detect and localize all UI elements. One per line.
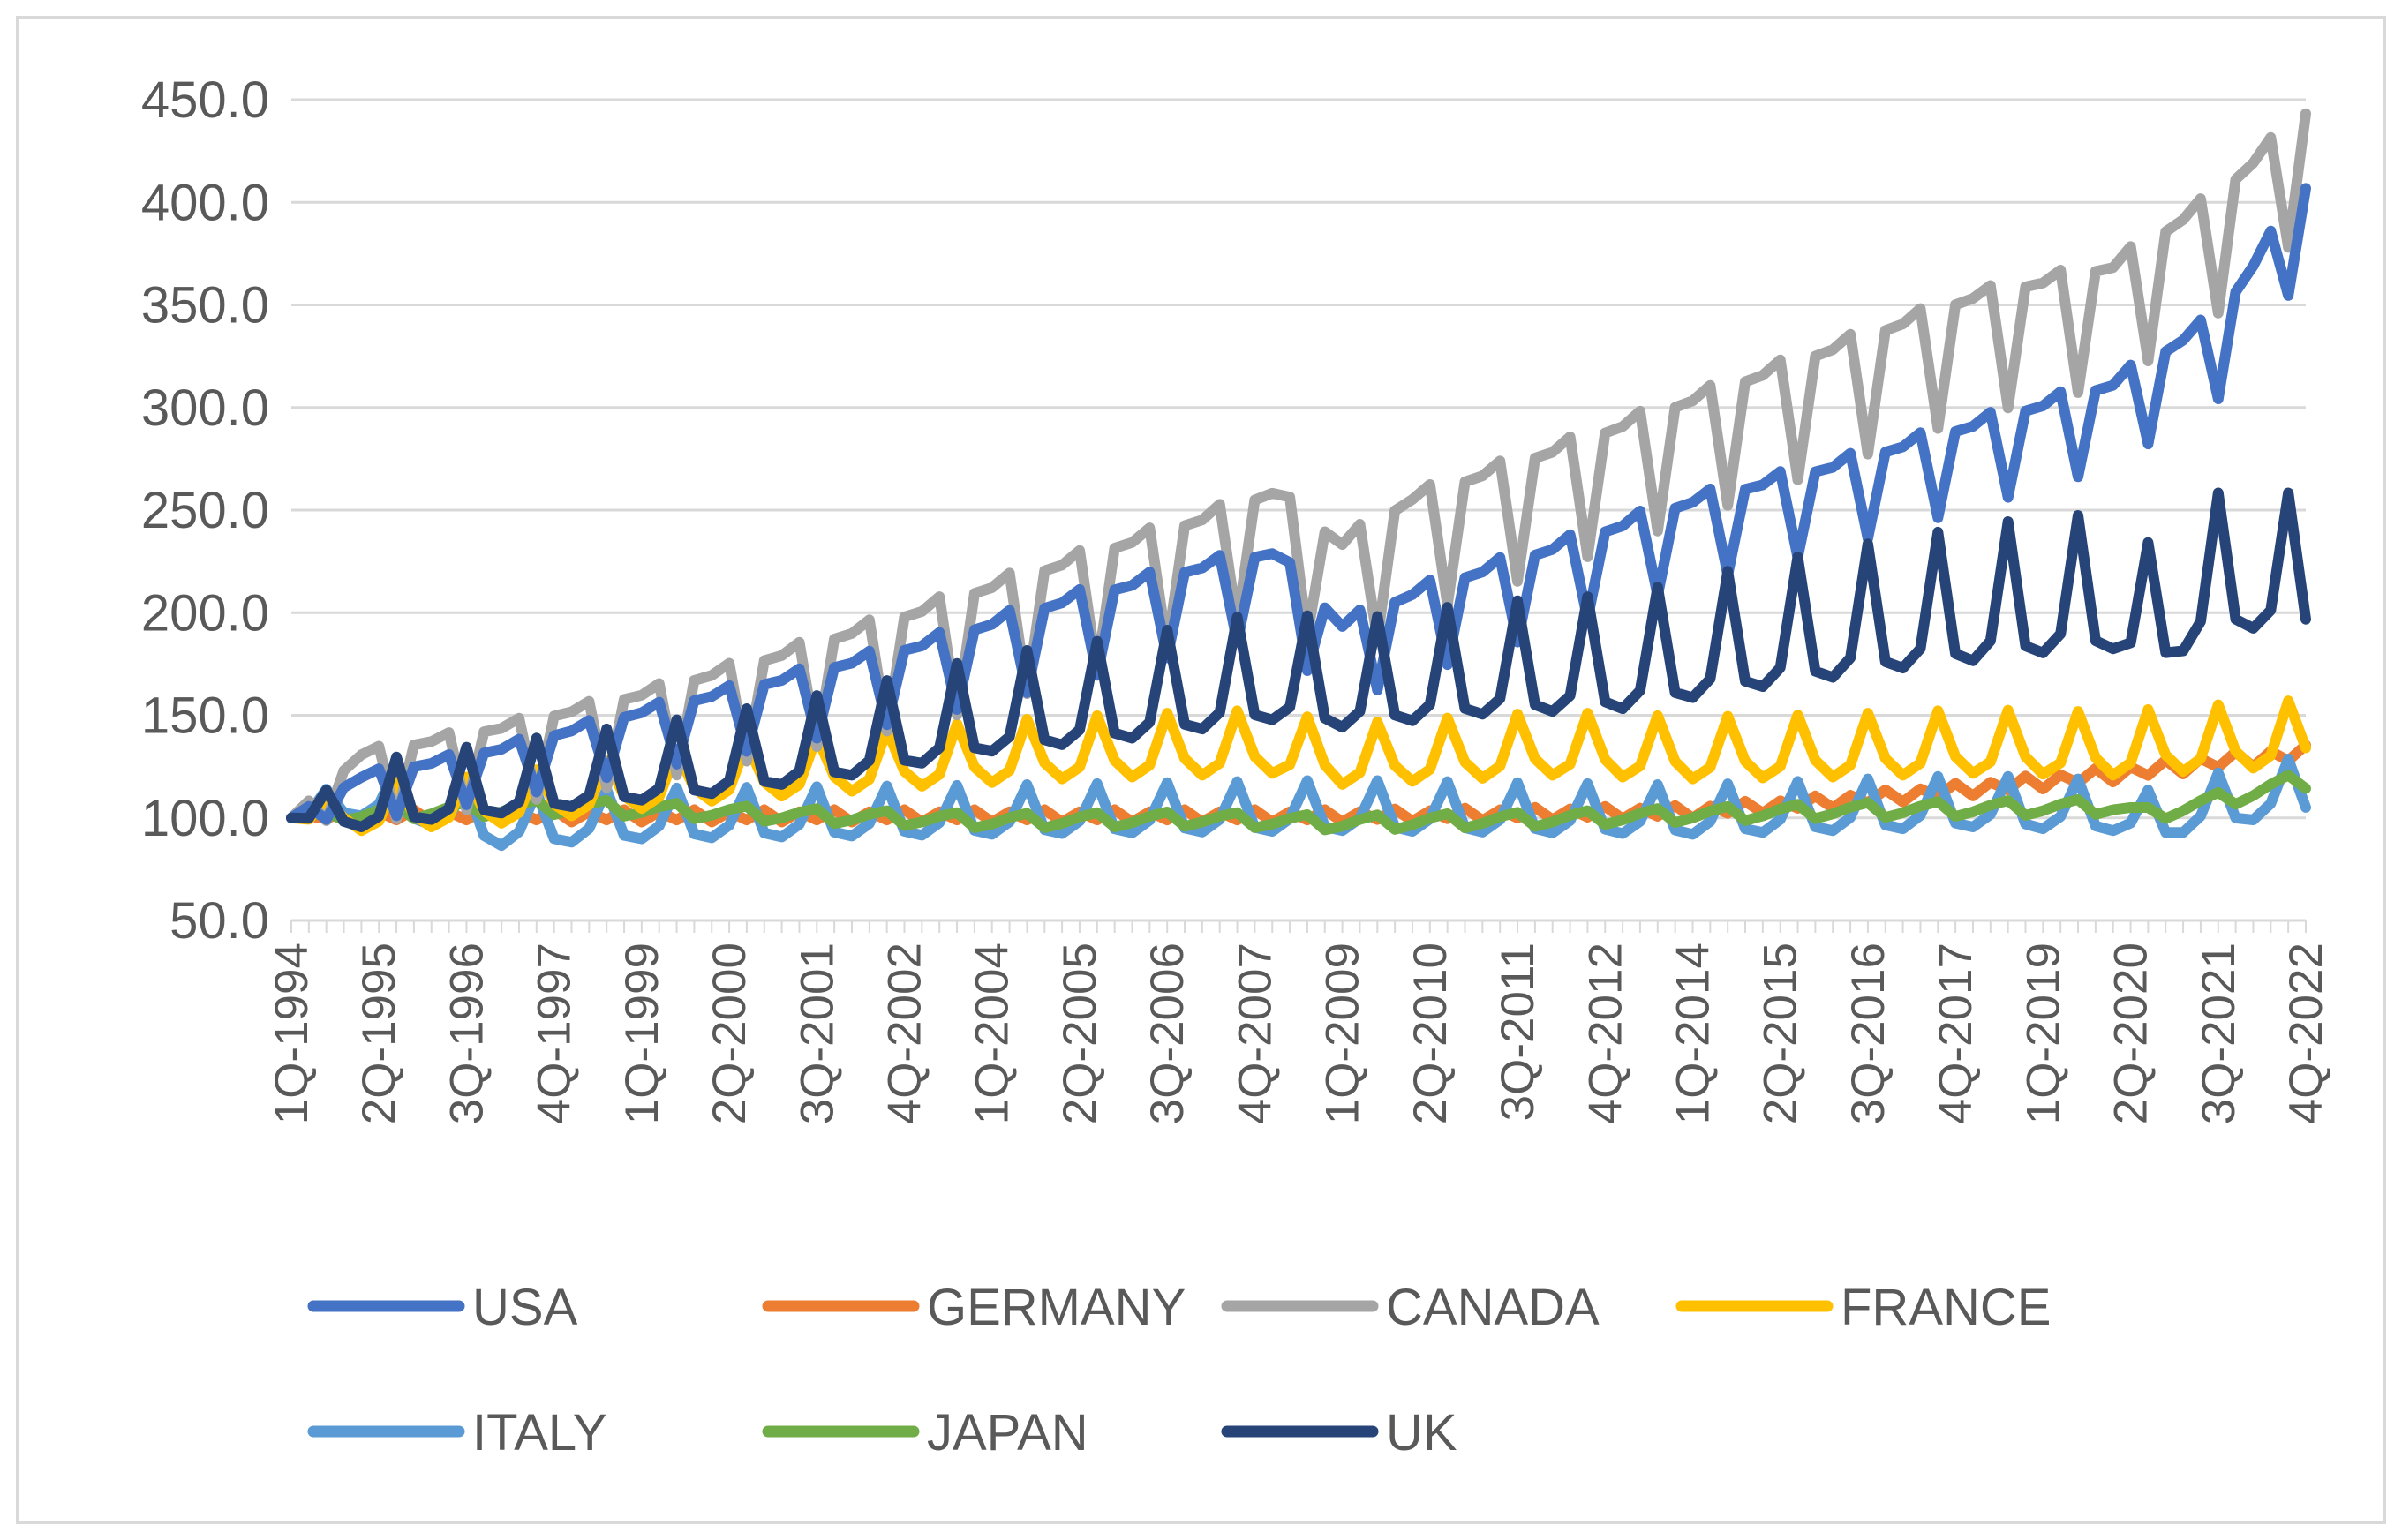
legend-item-france: FRANCE bbox=[1675, 1279, 2051, 1336]
x-tick-label: 4Q-2022 bbox=[2280, 943, 2332, 1124]
x-tick-label: 2Q-2015 bbox=[1755, 943, 1807, 1124]
x-tick-label: 1Q-2014 bbox=[1667, 943, 1719, 1124]
legend-item-uk: UK bbox=[1221, 1404, 1457, 1461]
x-tick-label: 3Q-2011 bbox=[1492, 943, 1544, 1121]
series-line-italy bbox=[286, 754, 2311, 852]
y-tick-label: 450.0 bbox=[141, 71, 269, 129]
x-tick-label: 2Q-2005 bbox=[1054, 943, 1106, 1124]
x-axis-ticks: 1Q-1994 2Q-1995 3Q-1996 4Q-1997 1Q-1999 2Q-20… bbox=[266, 919, 2332, 1124]
y-tick-label: 250.0 bbox=[141, 482, 269, 539]
series-line-japan bbox=[286, 770, 2311, 836]
legend-label: ITALY bbox=[472, 1404, 607, 1461]
x-tick-label: 3Q-2006 bbox=[1141, 943, 1193, 1124]
x-tick-label: 4Q-2017 bbox=[1930, 943, 1982, 1124]
y-tick-label: 100.0 bbox=[141, 790, 269, 847]
legend-item-italy: ITALY bbox=[307, 1404, 607, 1461]
x-tick-label: 1Q-2004 bbox=[967, 943, 1019, 1124]
y-tick-label: 300.0 bbox=[141, 379, 269, 437]
x-tick-label: 3Q-1996 bbox=[440, 943, 493, 1124]
x-tick-label: 1Q-1994 bbox=[266, 943, 318, 1124]
x-tick-label: 4Q-1997 bbox=[529, 943, 581, 1124]
x-tick-label: 2Q-2010 bbox=[1404, 943, 1457, 1124]
x-tick-label: 2Q-2000 bbox=[704, 943, 756, 1124]
legend-label: CANADA bbox=[1386, 1279, 1600, 1336]
x-tick-label: 3Q-2001 bbox=[791, 943, 843, 1124]
x-tick-label: 3Q-2021 bbox=[2193, 943, 2245, 1124]
series-line-uk bbox=[286, 487, 2311, 832]
legend-label: FRANCE bbox=[1841, 1279, 2051, 1336]
legend-item-usa: USA bbox=[307, 1279, 578, 1336]
x-tick-label: 1Q-1999 bbox=[616, 943, 668, 1124]
x-tick-label: 1Q-2009 bbox=[1317, 943, 1369, 1124]
legend-item-germany: GERMANY bbox=[762, 1279, 1186, 1336]
legend: USA GERMANY CANADA FRANCE ITALY JAPAN UK bbox=[307, 1279, 2051, 1461]
x-tick-label: 3Q-2016 bbox=[1842, 943, 1894, 1124]
x-tick-label: 1Q-2019 bbox=[2017, 943, 2069, 1124]
legend-label: UK bbox=[1386, 1404, 1457, 1461]
y-tick-label: 350.0 bbox=[141, 277, 269, 334]
y-tick-label: 200.0 bbox=[141, 584, 269, 642]
legend-label: USA bbox=[472, 1279, 578, 1336]
y-axis-ticks: 50.0 100.0 150.0 200.0 250.0 300.0 350.0 400.0 4… bbox=[141, 71, 269, 950]
legend-label: GERMANY bbox=[927, 1279, 1186, 1336]
series-lines bbox=[286, 108, 2311, 852]
y-tick-label: 150.0 bbox=[141, 687, 269, 745]
legend-item-canada: CANADA bbox=[1221, 1279, 1600, 1336]
legend-label: JAPAN bbox=[927, 1404, 1088, 1461]
x-tick-label: 2Q-2020 bbox=[2105, 943, 2157, 1124]
x-tick-label: 4Q-2007 bbox=[1229, 943, 1281, 1124]
series-uk bbox=[286, 487, 2311, 832]
x-tick-label: 4Q-2002 bbox=[879, 943, 931, 1124]
legend-item-japan: JAPAN bbox=[762, 1404, 1088, 1461]
y-tick-label: 400.0 bbox=[141, 174, 269, 231]
series-line-canada bbox=[286, 108, 2311, 826]
x-tick-label: 2Q-1995 bbox=[353, 943, 405, 1124]
series-line-usa bbox=[286, 183, 2311, 825]
y-tick-label: 50.0 bbox=[169, 892, 269, 950]
x-tick-label: 4Q-2012 bbox=[1579, 943, 1631, 1124]
